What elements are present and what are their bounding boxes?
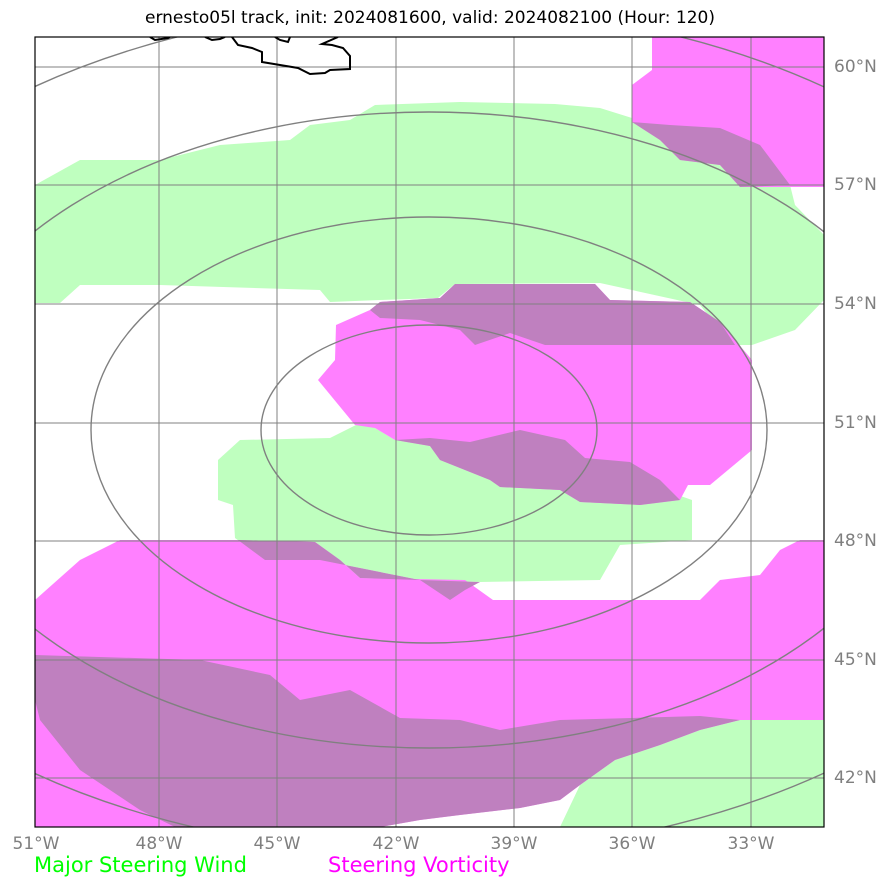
lat-label-57n: 57°N bbox=[834, 175, 877, 195]
map-title: ernesto05l track, init: 2024081600, vali… bbox=[144, 8, 716, 28]
range-ring-middle bbox=[90, 216, 768, 644]
lat-label-42n: 42°N bbox=[834, 768, 877, 788]
overlap-lower-central-region bbox=[395, 430, 680, 505]
legend-steering-vorticity: Steering Vorticity bbox=[328, 853, 510, 877]
overlap-upper-central-region bbox=[370, 284, 735, 345]
overlap-band-region bbox=[238, 540, 480, 600]
lat-label-51n: 51°N bbox=[834, 413, 877, 433]
lat-label-48n: 48°N bbox=[834, 531, 877, 551]
lon-label-36w: 36°W bbox=[608, 834, 656, 854]
map-border bbox=[34, 36, 825, 828]
lon-label-48w: 48°W bbox=[135, 834, 183, 854]
lat-label-45n: 45°N bbox=[834, 650, 877, 670]
lon-label-39w: 39°W bbox=[490, 834, 538, 854]
overlap-south-region bbox=[35, 655, 740, 827]
steering-wind-central-region bbox=[218, 423, 692, 582]
range-ring-inner bbox=[260, 324, 598, 536]
coastline bbox=[149, 37, 351, 76]
steering-wind-north-region bbox=[35, 102, 824, 345]
lon-label-45w: 45°W bbox=[253, 834, 301, 854]
range-ring-outer bbox=[35, 111, 824, 749]
lon-label-42w: 42°W bbox=[372, 834, 420, 854]
lon-label-33w: 33°W bbox=[727, 834, 775, 854]
lat-label-54n: 54°N bbox=[834, 294, 877, 314]
legend-steering-wind: Major Steering Wind bbox=[34, 853, 247, 877]
lat-label-60n: 60°N bbox=[834, 57, 877, 77]
lon-label-51w: 51°W bbox=[12, 834, 60, 854]
map-gridlines bbox=[35, 37, 824, 827]
range-rings bbox=[35, 37, 824, 827]
